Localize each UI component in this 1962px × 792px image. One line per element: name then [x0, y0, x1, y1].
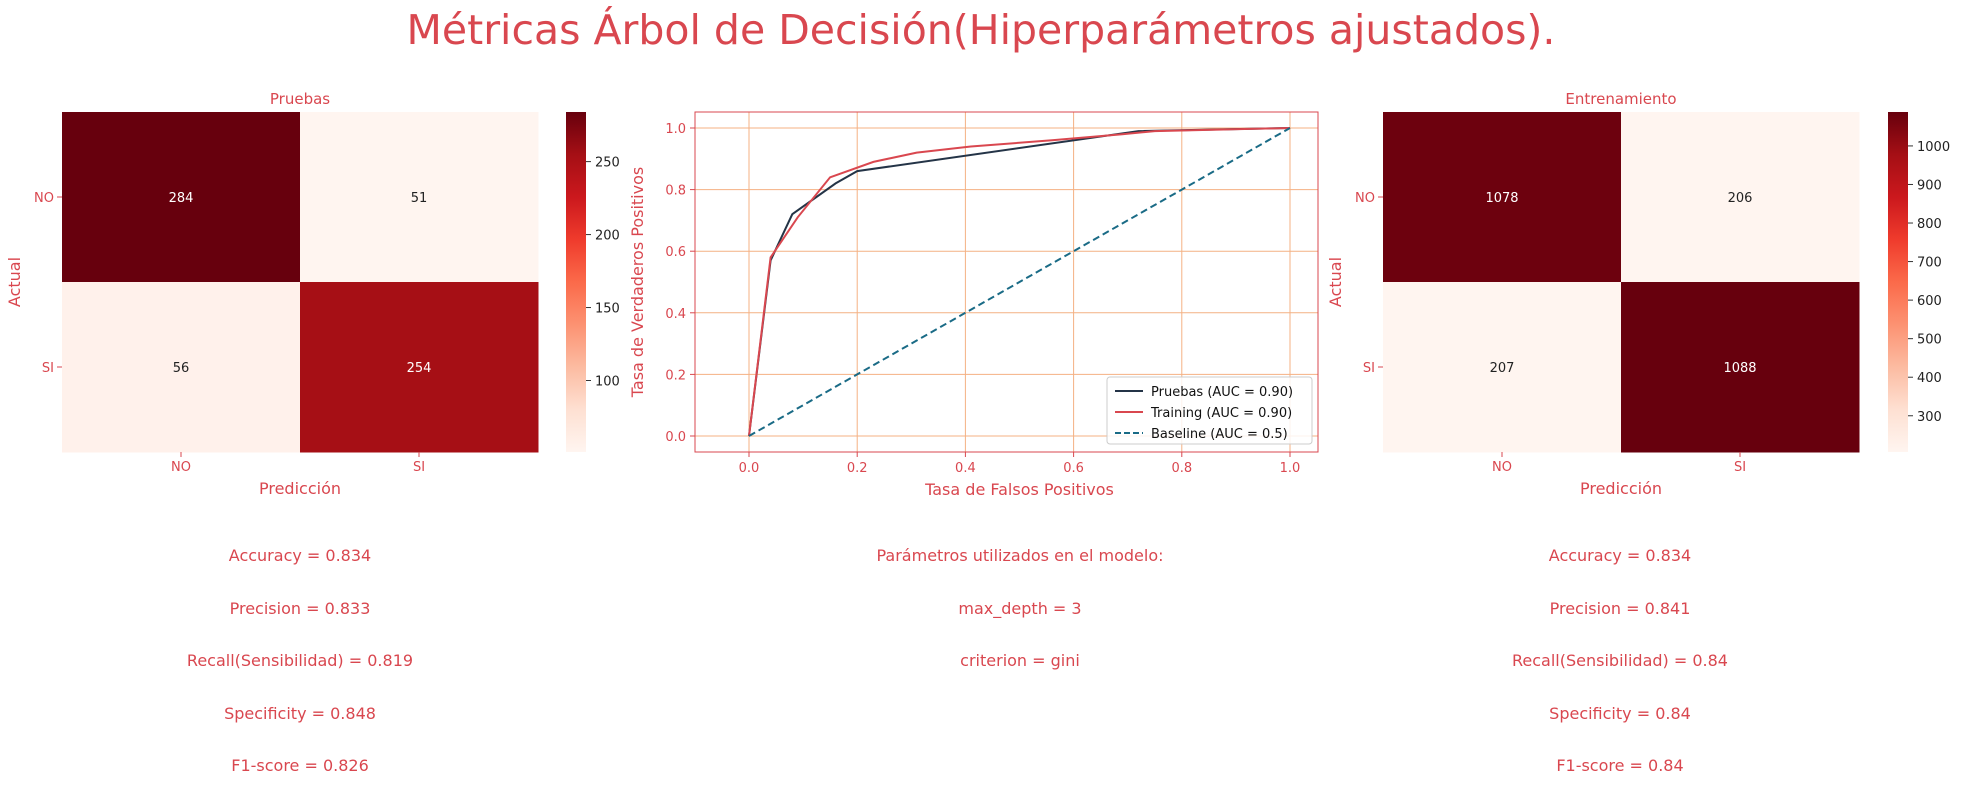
x-tick-label: 0.0 [739, 461, 760, 476]
y-tick-label: 1.0 [665, 122, 686, 137]
cell-value-label: 56 [173, 361, 190, 376]
x-tick-label: 0.6 [1063, 461, 1084, 476]
colorbar-tick-label: 300 [1917, 410, 1942, 425]
x-tick-label: 1.0 [1280, 461, 1301, 476]
x-axis-label: Predicción [1580, 479, 1662, 498]
metric-line: Accuracy = 0.834 [1548, 546, 1692, 565]
y-tick-label: 0.0 [665, 430, 686, 445]
colorbar-tick-label: 800 [1917, 217, 1942, 232]
heatmap-cell [1383, 282, 1622, 453]
legend-box [1106, 376, 1313, 445]
colorbar-tick-label: 900 [1917, 178, 1942, 193]
x-tick-label: NO [171, 460, 191, 475]
series-line [748, 127, 1291, 437]
param-line: criterion = gini [960, 651, 1080, 670]
x-axis-label: Predicción [259, 479, 341, 498]
cell-value-label: 1078 [1485, 191, 1518, 206]
param-line: max_depth = 3 [958, 598, 1082, 618]
series-line [748, 127, 1291, 437]
figure-canvas: Pruebas 284 51 56 254 NO SI NO SI Predicción Actua… [5, 90, 1950, 499]
cell-value-label: 51 [411, 191, 428, 206]
colorbar-tick-label: 600 [1917, 294, 1942, 309]
heatmap-cell [300, 282, 539, 453]
x-tick-label: 0.8 [1171, 461, 1192, 476]
heatmap-title: Entrenamiento [1565, 90, 1676, 108]
colorbar [1888, 112, 1908, 452]
metric-line: Recall(Sensibilidad) = 0.84 [1512, 651, 1728, 670]
heatmap-cell [300, 112, 539, 283]
y-axis-label: Tasa de Verdaderos Positivos [628, 167, 647, 398]
colorbar-tick-label: 250 [595, 156, 620, 171]
y-tick-label: NO [1355, 191, 1375, 206]
metrics-pruebas: Accuracy = 0.834 Precision = 0.833 Recal… [100, 512, 500, 792]
colorbar-tick-label: 200 [595, 229, 620, 244]
x-tick-label: SI [413, 460, 425, 475]
heatmap-cell [1621, 282, 1860, 453]
confusion-matrix-pruebas: Pruebas 284 51 56 254 NO SI NO SI Predicción Actua… [5, 90, 620, 498]
metrics-entrenamiento: Accuracy = 0.834 Precision = 0.841 Recal… [1420, 512, 1820, 792]
legend-label: Training (AUC = 0.90) [1150, 406, 1292, 421]
y-tick-label: 0.6 [665, 245, 686, 260]
metric-line: Precision = 0.841 [1549, 598, 1691, 618]
plot-frame [694, 111, 1319, 453]
legend-label: Baseline (AUC = 0.5) [1151, 427, 1288, 442]
colorbar-tick-label: 500 [1917, 333, 1942, 348]
colorbar [566, 112, 586, 452]
x-tick-label: 0.4 [955, 461, 976, 476]
metric-line: Specificity = 0.848 [224, 703, 376, 723]
legend-label: Pruebas (AUC = 0.90) [1151, 385, 1293, 400]
cell-value-label: 207 [1490, 361, 1515, 376]
confusion-matrix-entrenamiento: Entrenamiento 1078 206 207 1088 NO SI NO SI Predi… [1326, 90, 1950, 498]
metric-line: F1-score = 0.84 [1556, 756, 1684, 775]
cell-value-label: 284 [169, 191, 194, 206]
x-axis-label: Tasa de Falsos Positivos [924, 480, 1114, 499]
y-tick-label: 0.8 [665, 184, 686, 199]
param-line: Parámetros utilizados en el modelo: [876, 546, 1164, 565]
colorbar-tick-label: 150 [595, 302, 620, 317]
metric-line: F1-score = 0.826 [231, 756, 369, 775]
metric-line: Recall(Sensibilidad) = 0.819 [186, 651, 414, 670]
cell-value-label: 206 [1728, 191, 1753, 206]
model-parameters: Parámetros utilizados en el modelo: max_… [820, 512, 1220, 687]
y-axis-label: Actual [5, 257, 24, 307]
colorbar-tick-label: 100 [595, 374, 620, 389]
x-tick-label: 0.2 [847, 461, 868, 476]
heatmap-title: Pruebas [270, 90, 330, 108]
cell-value-label: 1088 [1723, 361, 1756, 376]
y-axis-label: Actual [1326, 257, 1345, 307]
metric-line: Accuracy = 0.834 [228, 546, 372, 565]
colorbar-tick-label: 1000 [1917, 140, 1950, 155]
x-tick-label: NO [1492, 460, 1512, 475]
heatmap-cell [1383, 112, 1622, 283]
y-tick-label: NO [34, 191, 54, 206]
page-title: Métricas Árbol de Decisión(Hiperparámetr… [406, 6, 1556, 54]
roc-chart: 0.0 0.2 0.4 0.6 0.8 1.0 0.0 0.2 0.4 0.6 0.8 1.0 Tasa… [628, 111, 1319, 499]
metric-line: Precision = 0.833 [229, 598, 371, 618]
y-tick-label: 0.2 [665, 368, 686, 383]
heatmap-cell [1621, 112, 1860, 283]
heatmap-cell [62, 282, 301, 453]
metric-line: Specificity = 0.84 [1549, 703, 1691, 723]
y-tick-label: SI [42, 361, 54, 376]
colorbar-tick-label: 700 [1917, 256, 1942, 271]
heatmap-cell [62, 112, 301, 283]
cell-value-label: 254 [407, 361, 432, 376]
y-tick-label: SI [1363, 361, 1375, 376]
y-tick-label: 0.4 [665, 307, 686, 322]
colorbar-tick-label: 400 [1917, 371, 1942, 386]
x-tick-label: SI [1734, 460, 1746, 475]
